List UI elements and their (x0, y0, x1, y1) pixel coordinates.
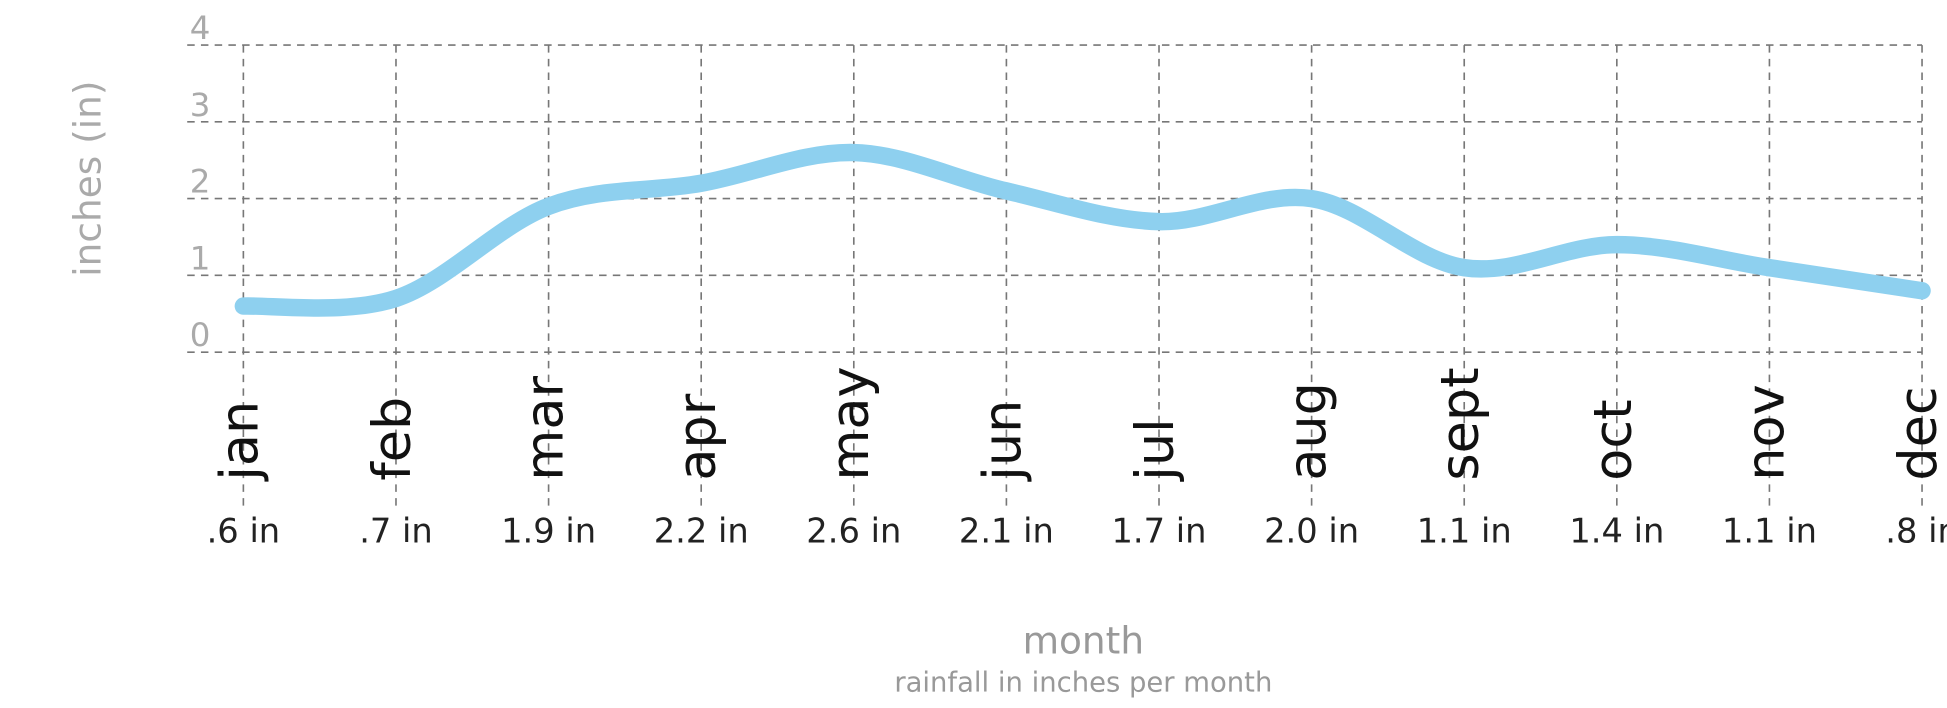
value-label: 1.9 in (501, 512, 596, 551)
value-label: 2.6 in (806, 512, 901, 551)
y-tick-label: 4 (190, 9, 211, 47)
y-tick-label: 1 (190, 239, 211, 277)
data-line (234, 143, 1931, 317)
value-label: 1.1 in (1722, 512, 1817, 551)
x-tick-label: apr (667, 393, 728, 480)
x-tick-label: jan (209, 401, 270, 482)
value-label: .8 in (1885, 512, 1947, 551)
value-label: 1.7 in (1112, 512, 1207, 551)
value-label: 2.2 in (654, 512, 749, 551)
value-label: 1.1 in (1417, 512, 1512, 551)
x-tick-label: nov (1735, 384, 1796, 480)
x-tick-label: mar (515, 376, 576, 481)
value-label: .7 in (359, 512, 433, 551)
value-label: 1.4 in (1569, 512, 1664, 551)
x-tick-label: oct (1583, 399, 1644, 480)
x-tick-label: jul (1125, 418, 1186, 481)
subtitle: rainfall in inches per month (894, 668, 1272, 699)
x-tick-label: may (820, 366, 881, 480)
x-tick-label: dec (1888, 386, 1947, 480)
y-tick-label: 2 (190, 163, 211, 201)
x-tick-label: aug (1278, 382, 1339, 481)
value-label: 2.0 in (1264, 512, 1359, 551)
x-tick-label: jun (972, 400, 1033, 482)
y-tick-label: 3 (190, 86, 211, 124)
value-label: .6 in (207, 512, 281, 551)
x-axis-label: month (1023, 618, 1145, 662)
x-tick-label: sept (1430, 367, 1491, 480)
y-axis-label: inches (in) (65, 81, 109, 277)
x-tick-label: feb (362, 397, 423, 481)
value-label: 2.1 in (959, 512, 1054, 551)
y-tick-label: 0 (190, 316, 211, 354)
